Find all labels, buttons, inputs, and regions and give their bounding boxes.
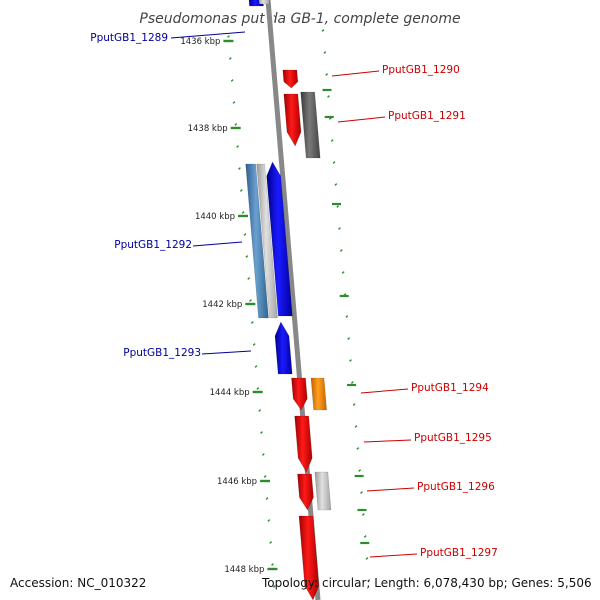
gene-hit-bar	[314, 471, 332, 511]
gene-label-leader	[369, 553, 418, 558]
gene-arrow-1296	[297, 473, 314, 511]
gene-label: PputGB1_1290	[382, 64, 460, 76]
tick-label: 1444 kbp	[210, 388, 250, 398]
tick-label: 1446 kbp	[217, 477, 257, 487]
map-title: Pseudomonas putida GB-1, complete genome	[139, 11, 460, 27]
gene-label: PputGB1_1297	[420, 547, 498, 559]
genome-summary-text: Topology: circular; Length: 6,078,430 bp…	[262, 576, 592, 590]
gene-label-leader	[366, 487, 415, 492]
gene-arrow-1291	[283, 93, 302, 147]
gene-hit-bar	[310, 377, 327, 411]
gene-arrow-1293	[274, 321, 293, 375]
gene-label: PputGB1_1292	[114, 239, 192, 251]
gene-labels: PputGB1_1289 PputGB1_1290 PputGB1_1291 Pput…	[90, 31, 498, 559]
gene-arrow-1292	[266, 161, 293, 317]
gene-arrow-1294	[291, 377, 308, 411]
gene-label: PputGB1_1296	[417, 481, 495, 493]
gene-hit-bar	[258, 0, 270, 5]
accession-text: Accession: NC_010322	[10, 576, 147, 590]
gene-label-leader	[170, 31, 246, 39]
tick-label: 1438 kbp	[188, 124, 228, 134]
gene-label: PputGB1_1291	[388, 110, 466, 122]
gene-arrow-1295	[294, 415, 313, 473]
tick-label: 1440 kbp	[195, 212, 235, 222]
gene-label-leader	[201, 350, 252, 355]
tick-label: 1448 kbp	[224, 565, 264, 575]
tick-label: 1436 kbp	[180, 37, 220, 47]
gene-hit-bar	[300, 91, 321, 159]
gene-hit-bar	[245, 163, 269, 319]
tick-marks: 1436 kbp 1438 kbp 1440 kbp 1442 kbp 1444 kbp…	[180, 29, 371, 588]
gene-features	[245, 0, 332, 600]
gene-label: PputGB1_1295	[414, 432, 492, 444]
gene-label-leader	[363, 439, 412, 443]
gene-label: PputGB1_1293	[123, 347, 201, 359]
gene-label: PputGB1_1289	[90, 32, 168, 44]
gene-label-leader	[331, 70, 380, 77]
gene-hit-bar	[256, 163, 278, 319]
gene-label-leader	[192, 241, 243, 247]
gene-label-leader	[337, 116, 386, 123]
tick-label: 1442 kbp	[202, 300, 242, 310]
gene-arrow-1297	[298, 515, 320, 600]
gene-label: PputGB1_1294	[411, 382, 489, 394]
gene-label-leader	[360, 388, 409, 394]
gene-arrow-1290	[282, 69, 299, 89]
